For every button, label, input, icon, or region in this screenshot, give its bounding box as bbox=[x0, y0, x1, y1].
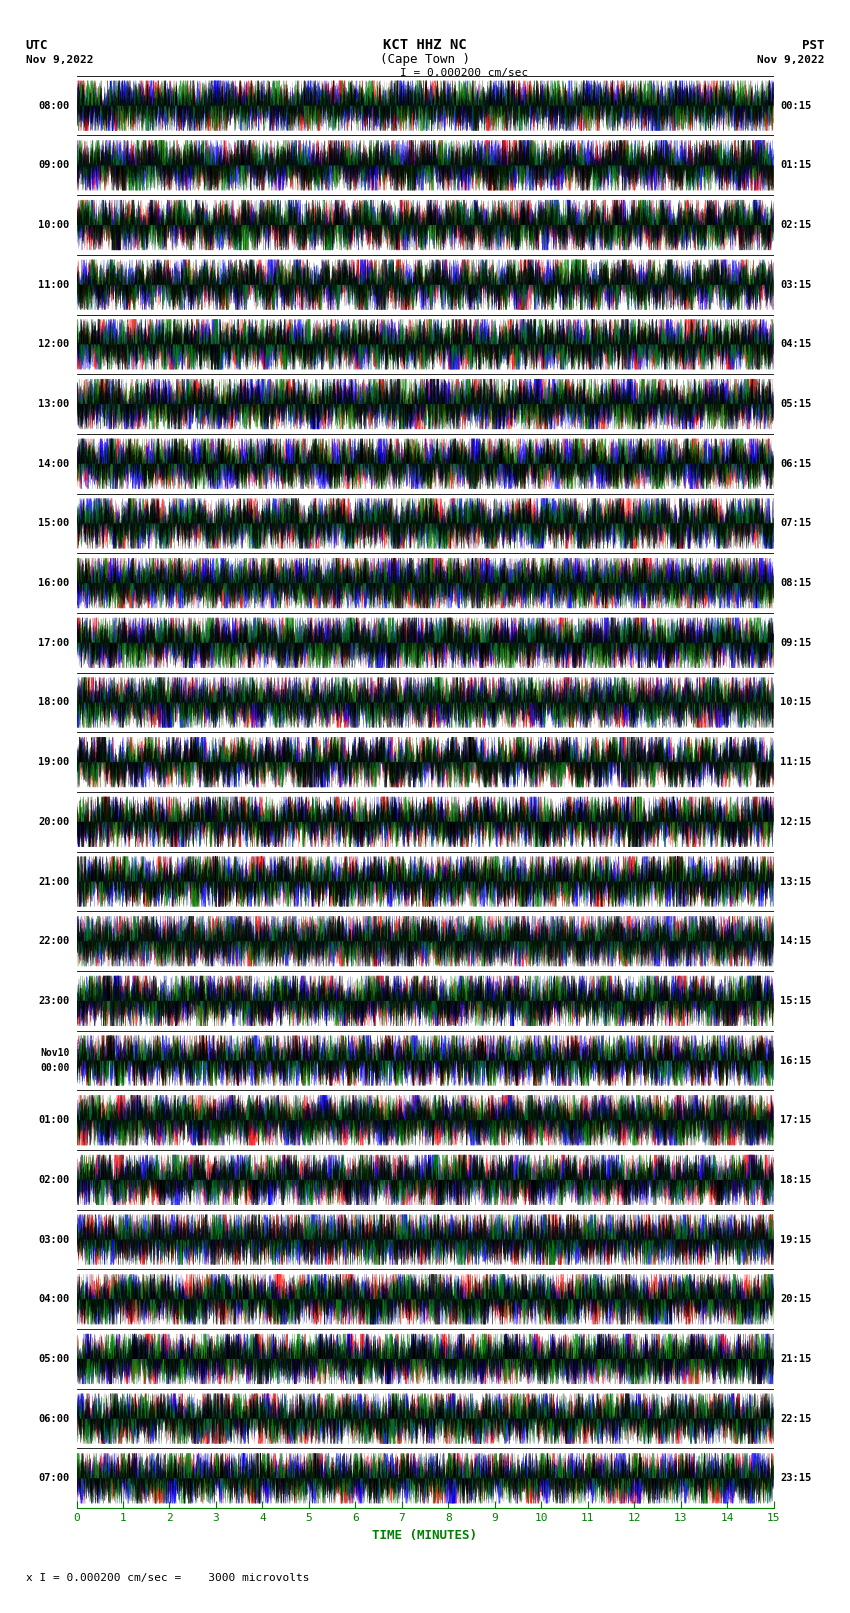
Text: 09:00: 09:00 bbox=[38, 160, 70, 171]
Text: 08:00: 08:00 bbox=[38, 100, 70, 111]
Text: 14:15: 14:15 bbox=[780, 936, 812, 947]
Text: 20:15: 20:15 bbox=[780, 1294, 812, 1305]
Text: 07:00: 07:00 bbox=[38, 1473, 70, 1484]
Text: 15:15: 15:15 bbox=[780, 995, 812, 1007]
Text: 23:00: 23:00 bbox=[38, 995, 70, 1007]
Text: 10:00: 10:00 bbox=[38, 219, 70, 231]
Text: 01:00: 01:00 bbox=[38, 1115, 70, 1126]
Text: 07:15: 07:15 bbox=[780, 518, 812, 529]
Text: Nov 9,2022: Nov 9,2022 bbox=[26, 55, 93, 65]
Text: 17:15: 17:15 bbox=[780, 1115, 812, 1126]
Text: 12:00: 12:00 bbox=[38, 339, 70, 350]
Text: I = 0.000200 cm/sec: I = 0.000200 cm/sec bbox=[400, 68, 528, 77]
Text: 00:00: 00:00 bbox=[40, 1063, 70, 1073]
Text: 15:00: 15:00 bbox=[38, 518, 70, 529]
Text: 12:15: 12:15 bbox=[780, 816, 812, 827]
Text: 19:00: 19:00 bbox=[38, 756, 70, 768]
Text: 01:15: 01:15 bbox=[780, 160, 812, 171]
Text: 20:00: 20:00 bbox=[38, 816, 70, 827]
Text: 04:15: 04:15 bbox=[780, 339, 812, 350]
Text: 02:15: 02:15 bbox=[780, 219, 812, 231]
Text: 04:00: 04:00 bbox=[38, 1294, 70, 1305]
Text: KCT HHZ NC: KCT HHZ NC bbox=[383, 39, 467, 52]
Text: 06:15: 06:15 bbox=[780, 458, 812, 469]
X-axis label: TIME (MINUTES): TIME (MINUTES) bbox=[372, 1529, 478, 1542]
Text: (Cape Town ): (Cape Town ) bbox=[380, 53, 470, 66]
Text: 00:15: 00:15 bbox=[780, 100, 812, 111]
Text: 06:00: 06:00 bbox=[38, 1413, 70, 1424]
Text: 02:00: 02:00 bbox=[38, 1174, 70, 1186]
Text: 23:15: 23:15 bbox=[780, 1473, 812, 1484]
Text: 03:15: 03:15 bbox=[780, 279, 812, 290]
Text: 11:00: 11:00 bbox=[38, 279, 70, 290]
Text: x I = 0.000200 cm/sec =    3000 microvolts: x I = 0.000200 cm/sec = 3000 microvolts bbox=[26, 1573, 309, 1582]
Text: 21:15: 21:15 bbox=[780, 1353, 812, 1365]
Text: 10:15: 10:15 bbox=[780, 697, 812, 708]
Text: 22:15: 22:15 bbox=[780, 1413, 812, 1424]
Text: 18:00: 18:00 bbox=[38, 697, 70, 708]
Text: PST: PST bbox=[802, 39, 824, 52]
Text: 09:15: 09:15 bbox=[780, 637, 812, 648]
Text: 17:00: 17:00 bbox=[38, 637, 70, 648]
Text: 11:15: 11:15 bbox=[780, 756, 812, 768]
Text: 08:15: 08:15 bbox=[780, 577, 812, 589]
Text: Nov 9,2022: Nov 9,2022 bbox=[757, 55, 824, 65]
Text: UTC: UTC bbox=[26, 39, 48, 52]
Text: 14:00: 14:00 bbox=[38, 458, 70, 469]
Text: 13:00: 13:00 bbox=[38, 398, 70, 410]
Text: 22:00: 22:00 bbox=[38, 936, 70, 947]
Text: 16:15: 16:15 bbox=[780, 1055, 812, 1066]
Text: 05:15: 05:15 bbox=[780, 398, 812, 410]
Text: Nov10: Nov10 bbox=[40, 1048, 70, 1058]
Text: 13:15: 13:15 bbox=[780, 876, 812, 887]
Text: 18:15: 18:15 bbox=[780, 1174, 812, 1186]
Text: 03:00: 03:00 bbox=[38, 1234, 70, 1245]
Text: 05:00: 05:00 bbox=[38, 1353, 70, 1365]
Text: 16:00: 16:00 bbox=[38, 577, 70, 589]
Text: 19:15: 19:15 bbox=[780, 1234, 812, 1245]
Text: 21:00: 21:00 bbox=[38, 876, 70, 887]
